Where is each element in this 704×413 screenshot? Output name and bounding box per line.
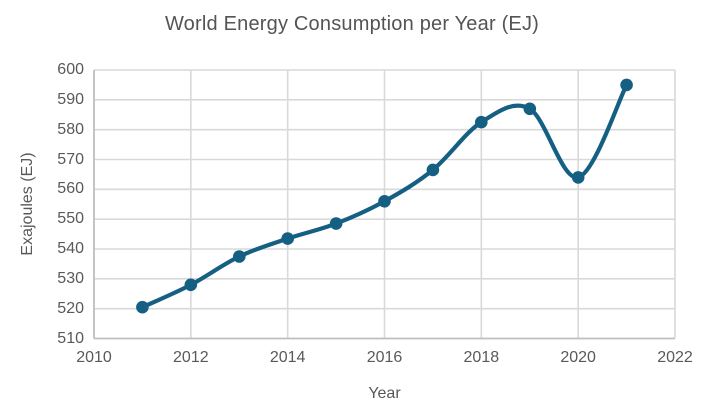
y-axis-tick-label: 510: [57, 329, 84, 347]
y-axis-tick-label: 550: [57, 210, 84, 228]
data-point-marker: [233, 250, 246, 263]
x-axis-tick-label: 2020: [560, 349, 596, 366]
chart-title: World Energy Consumption per Year (EJ): [164, 13, 540, 35]
x-axis-title: Year: [368, 385, 401, 402]
y-axis-tick-label: 570: [57, 150, 84, 168]
y-axis-tick-label: 540: [57, 240, 84, 257]
data-point-marker: [523, 102, 537, 116]
x-axis-tick-label: 2012: [173, 349, 209, 366]
data-point-marker: [281, 232, 295, 245]
y-axis-tick-label: 530: [57, 269, 84, 287]
y-axis-tick-label: 580: [57, 120, 84, 138]
data-point-marker: [426, 163, 440, 177]
x-axis-tick-label: 2014: [269, 349, 306, 366]
y-axis-tick-label: 560: [57, 180, 84, 198]
data-point-marker: [620, 78, 633, 92]
data-point-marker: [136, 300, 149, 314]
data-point-marker: [378, 195, 391, 208]
y-axis-tick-label: 590: [57, 90, 84, 108]
x-axis-tick-label: 2010: [76, 349, 112, 366]
energy-consumption-line: [140, 82, 629, 310]
data-point-marker: [184, 278, 198, 292]
x-axis-tick-label: 2016: [366, 349, 403, 366]
x-axis-tick-label: 2018: [463, 349, 500, 366]
data-point-marker: [475, 115, 488, 129]
y-axis-tick-label: 520: [57, 299, 84, 317]
data-point-marker: [329, 217, 343, 230]
y-axis-tick-label: 600: [57, 61, 84, 78]
x-axis-tick-label: 2022: [657, 349, 693, 366]
data-point-marker: [571, 171, 585, 184]
